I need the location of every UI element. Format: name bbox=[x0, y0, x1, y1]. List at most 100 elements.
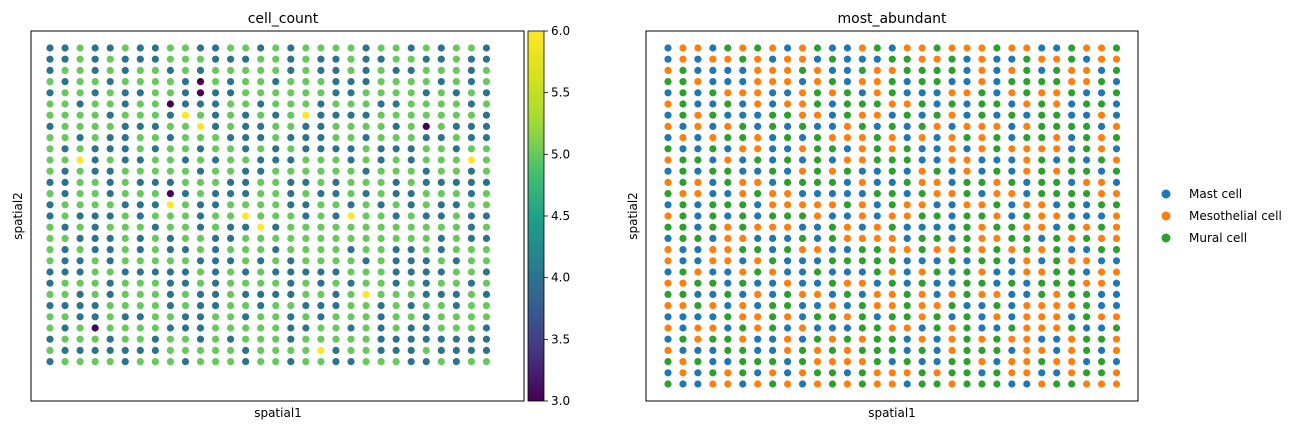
cell-count-point bbox=[272, 55, 280, 63]
cell-count-point bbox=[46, 44, 54, 52]
cell-count-point bbox=[272, 145, 280, 153]
cell-count-point bbox=[136, 223, 144, 231]
cell-count-point bbox=[121, 346, 129, 354]
most-abundant-point bbox=[993, 346, 1001, 354]
cell-count-point bbox=[287, 257, 295, 265]
most-abundant-point bbox=[769, 66, 777, 74]
cell-count-point bbox=[166, 100, 174, 108]
most-abundant-point bbox=[978, 369, 986, 377]
cell-count-point bbox=[467, 246, 475, 254]
cell-count-point bbox=[46, 246, 54, 254]
most-abundant-point bbox=[1038, 313, 1046, 321]
most-abundant-point bbox=[858, 89, 866, 97]
cell-count-point bbox=[467, 234, 475, 242]
most-abundant-point bbox=[679, 313, 687, 321]
most-abundant-point bbox=[1083, 324, 1091, 332]
cell-count-point bbox=[196, 268, 205, 276]
most-abundant-point bbox=[918, 212, 926, 220]
cell-count-point bbox=[302, 201, 310, 209]
cell-count-point bbox=[377, 290, 385, 298]
cell-count-point bbox=[407, 201, 415, 209]
cell-count-point bbox=[211, 279, 220, 287]
cell-count-point bbox=[227, 78, 235, 86]
cell-count-point bbox=[211, 302, 220, 310]
most-abundant-point bbox=[724, 335, 732, 343]
cell-count-point bbox=[196, 66, 205, 74]
cell-count-point bbox=[407, 257, 415, 265]
most-abundant-point bbox=[709, 89, 717, 97]
most-abundant-point bbox=[724, 122, 732, 130]
most-abundant-point bbox=[724, 346, 732, 354]
cell-count-point bbox=[272, 302, 280, 310]
most-abundant-point bbox=[858, 212, 866, 220]
cell-count-point bbox=[151, 44, 159, 52]
most-abundant-point bbox=[1097, 234, 1106, 242]
cell-count-point bbox=[227, 156, 235, 164]
cell-count-point bbox=[422, 78, 430, 86]
cell-count-point bbox=[121, 78, 129, 86]
cell-count-point bbox=[91, 201, 99, 209]
most-abundant-point bbox=[679, 156, 687, 164]
cell-count-point bbox=[302, 234, 310, 242]
most-abundant-point bbox=[1112, 111, 1121, 119]
cell-count-point bbox=[151, 156, 159, 164]
cell-count-point bbox=[136, 122, 144, 130]
most-abundant-point bbox=[843, 44, 852, 52]
cell-count-point bbox=[272, 66, 280, 74]
cell-count-point bbox=[302, 346, 310, 354]
most-abundant-point bbox=[1068, 313, 1076, 321]
cell-count-point bbox=[467, 178, 475, 186]
cell-count-point bbox=[287, 55, 295, 63]
cell-count-point bbox=[196, 44, 205, 52]
most-abundant-point bbox=[754, 380, 762, 388]
cell-count-point bbox=[332, 358, 340, 366]
most-abundant-point bbox=[813, 134, 822, 142]
cell-count-point bbox=[272, 122, 280, 130]
cell-count-point bbox=[181, 257, 190, 265]
cell-count-point bbox=[302, 134, 310, 142]
most-abundant-point bbox=[1008, 178, 1016, 186]
most-abundant-point bbox=[918, 167, 926, 175]
most-abundant-point bbox=[903, 156, 911, 164]
most-abundant-point bbox=[813, 279, 822, 287]
most-abundant-point bbox=[873, 335, 881, 343]
most-abundant-point bbox=[1097, 122, 1106, 130]
cell-count-point bbox=[407, 122, 415, 130]
most-abundant-point bbox=[933, 134, 941, 142]
most-abundant-point bbox=[903, 268, 911, 276]
most-abundant-point bbox=[784, 223, 792, 231]
cell-count-point bbox=[46, 279, 54, 287]
most-abundant-point bbox=[1053, 145, 1061, 153]
cell-count-point bbox=[347, 302, 355, 310]
cell-count-point bbox=[136, 268, 144, 276]
cell-count-point bbox=[76, 313, 84, 321]
cell-count-point bbox=[61, 111, 69, 119]
most-abundant-point bbox=[784, 145, 792, 153]
cell-count-point bbox=[422, 268, 430, 276]
most-abundant-point bbox=[948, 134, 956, 142]
most-abundant-point bbox=[1068, 223, 1076, 231]
cell-count-point bbox=[136, 302, 144, 310]
cell-count-point bbox=[257, 335, 265, 343]
most-abundant-point bbox=[978, 212, 986, 220]
most-abundant-point bbox=[933, 201, 941, 209]
cell-count-point bbox=[437, 346, 445, 354]
cell-count-point bbox=[362, 167, 370, 175]
most-abundant-point bbox=[993, 380, 1001, 388]
most-abundant-point bbox=[1068, 89, 1076, 97]
cell-count-point bbox=[407, 279, 415, 287]
most-abundant-point bbox=[798, 122, 807, 130]
cell-count-point bbox=[242, 111, 250, 119]
colorbar-tick-label: 5.5 bbox=[551, 86, 570, 100]
cell-count-point bbox=[61, 55, 69, 63]
most-abundant-point bbox=[1023, 290, 1031, 298]
most-abundant-point bbox=[1112, 44, 1121, 52]
most-abundant-point bbox=[724, 279, 732, 287]
most-abundant-point bbox=[948, 167, 956, 175]
most-abundant-point bbox=[828, 212, 837, 220]
most-abundant-point bbox=[784, 369, 792, 377]
cell-count-point bbox=[242, 122, 250, 130]
cell-count-point bbox=[482, 66, 491, 74]
most-abundant-point bbox=[1083, 100, 1091, 108]
cell-count-point bbox=[407, 234, 415, 242]
